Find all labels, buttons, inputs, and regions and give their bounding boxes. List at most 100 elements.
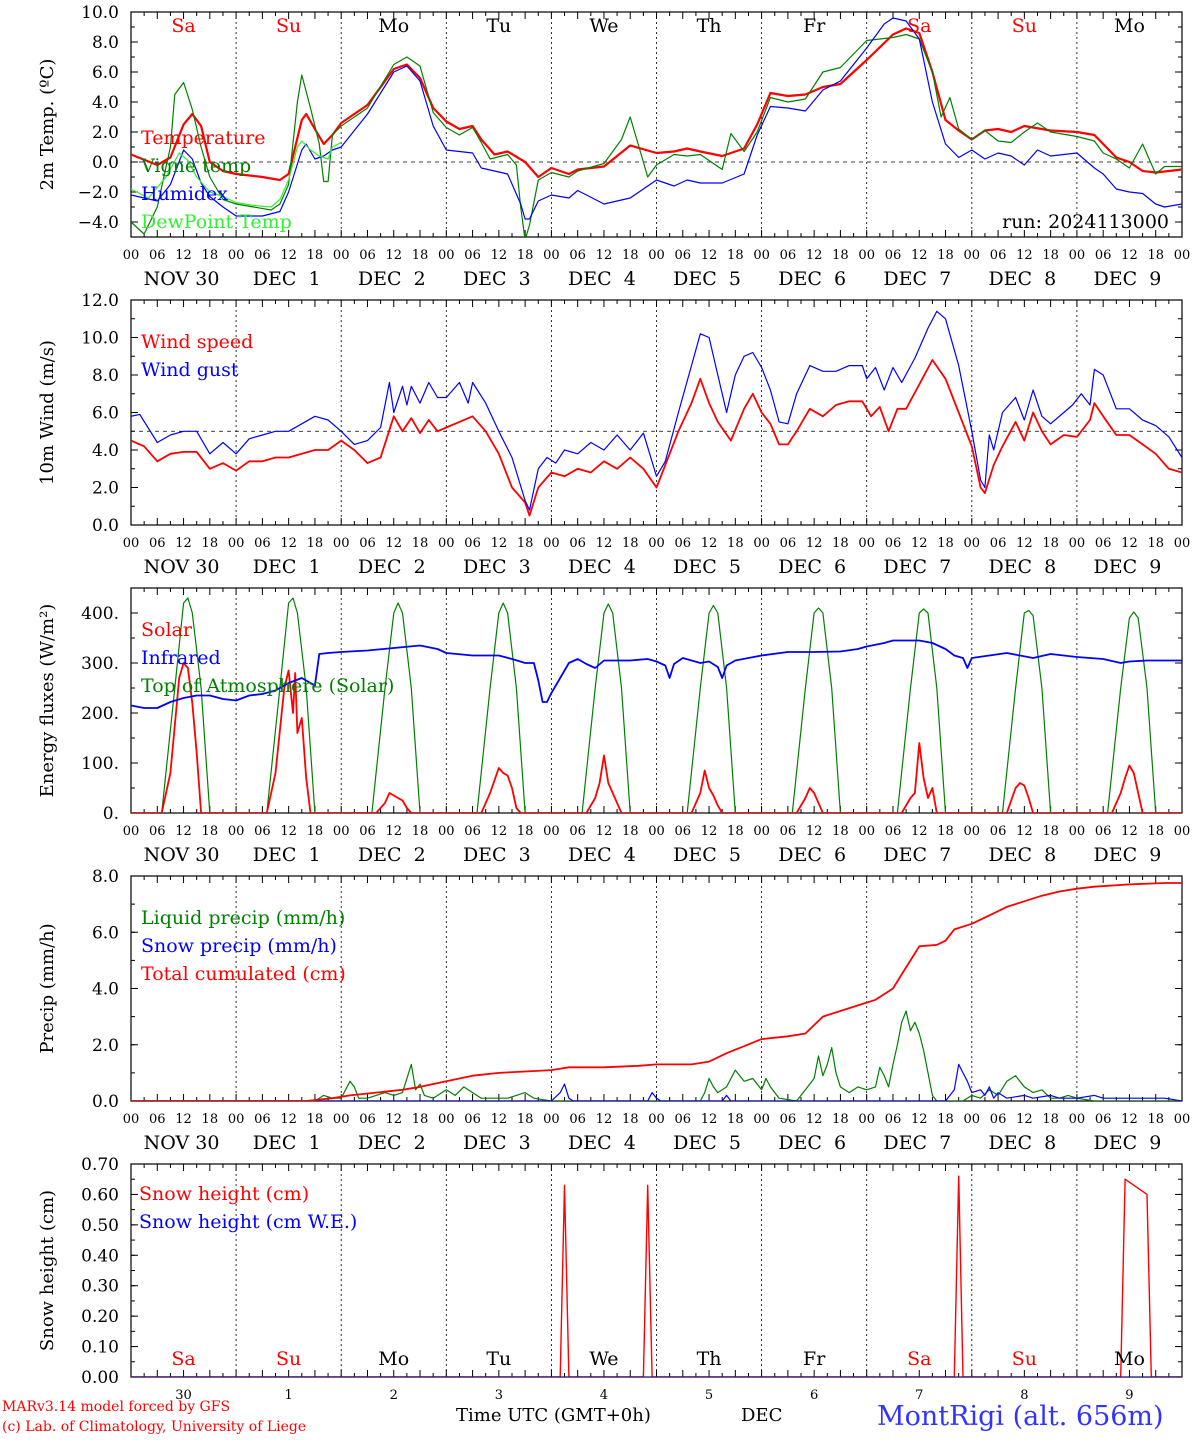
panel-4 <box>130 875 1183 1102</box>
hour-tick-label: 06 <box>464 248 481 263</box>
hour-tick-label: 00 <box>1174 248 1191 263</box>
hour-tick-label: 06 <box>464 536 481 551</box>
hour-tick-label: 12 <box>596 248 613 263</box>
run-label: run: 2024113000 <box>1002 211 1169 233</box>
series-line-snow-height-cm- <box>131 1175 1182 1377</box>
date-label: DEC 2 <box>358 268 426 290</box>
hour-tick-label: 06 <box>675 536 692 551</box>
hour-tick-label: 18 <box>622 824 639 839</box>
day-name: Sa <box>171 1348 195 1370</box>
hour-tick-label: 06 <box>885 1112 902 1127</box>
panel-5 <box>130 1163 1183 1378</box>
date-label: DEC 2 <box>358 844 426 866</box>
hour-tick-label: 00 <box>1069 248 1086 263</box>
day-name: Tu <box>486 1348 511 1370</box>
hour-tick-label: 00 <box>858 1112 875 1127</box>
y-tick-label: 8.0 <box>92 867 119 887</box>
hour-tick-label: 06 <box>569 248 586 263</box>
hour-tick-label: 06 <box>885 536 902 551</box>
day-name: Sa <box>171 15 195 37</box>
series-line-total-cumulated-cm- <box>131 882 1182 1101</box>
hour-tick-label: 00 <box>228 536 245 551</box>
hour-tick-label: 12 <box>911 1112 928 1127</box>
hour-tick-label: 00 <box>753 824 770 839</box>
hour-tick-label: 00 <box>858 248 875 263</box>
hour-tick-label: 18 <box>307 248 324 263</box>
hour-tick-label: 18 <box>832 824 849 839</box>
y-tick-label: 0.30 <box>81 1277 119 1297</box>
hour-tick-label: 06 <box>990 824 1007 839</box>
date-label: DEC 3 <box>463 844 531 866</box>
hour-tick-label: 12 <box>1016 536 1033 551</box>
y-tick-label: 8.0 <box>92 33 119 53</box>
hour-tick-label: 18 <box>307 1112 324 1127</box>
day-name: Mo <box>378 1348 409 1370</box>
hour-tick-label: 12 <box>175 248 192 263</box>
hour-tick-label: 06 <box>990 248 1007 263</box>
hour-tick-label: 00 <box>964 824 981 839</box>
hour-tick-label: 06 <box>359 536 376 551</box>
hour-tick-label: 18 <box>517 248 534 263</box>
panel-1 <box>130 11 1183 238</box>
date-label: NOV 30 <box>144 844 220 866</box>
hour-tick-label: 18 <box>832 248 849 263</box>
date-label: DEC 6 <box>778 556 846 578</box>
y-tick-label: 200. <box>81 704 119 724</box>
y-tick-label: 0.50 <box>81 1216 119 1236</box>
y-tick-label: 400. <box>81 604 119 624</box>
hour-tick-label: 06 <box>149 248 166 263</box>
hour-tick-label: 06 <box>1095 1112 1112 1127</box>
hour-tick-label: 00 <box>858 824 875 839</box>
hour-tick-label: 18 <box>307 536 324 551</box>
hour-tick-label: 12 <box>596 1112 613 1127</box>
date-label: DEC 7 <box>883 844 951 866</box>
y-tick-label: 6.0 <box>92 923 119 943</box>
hour-tick-label: 12 <box>911 536 928 551</box>
y-tick-label: −4.0 <box>78 213 119 233</box>
series-line-snow-precip-mm-h- <box>131 1063 1182 1101</box>
hour-tick-label: 06 <box>359 1112 376 1127</box>
y-tick-label: 0.0 <box>92 1092 119 1112</box>
hour-tick-label: 00 <box>438 824 455 839</box>
hour-tick-label: 00 <box>123 1112 140 1127</box>
day-number-label: 3 <box>495 1388 503 1403</box>
hour-tick-label: 00 <box>1174 536 1191 551</box>
hour-tick-label: 06 <box>464 824 481 839</box>
y-tick-label: 0.60 <box>81 1185 119 1205</box>
hour-tick-label: 18 <box>937 1112 954 1127</box>
hour-tick-label: 12 <box>385 824 402 839</box>
hour-tick-label: 18 <box>1147 824 1164 839</box>
hour-tick-label: 18 <box>1147 1112 1164 1127</box>
hour-tick-label: 00 <box>648 824 665 839</box>
legend-entry: Snow precip (mm/h) <box>141 935 337 957</box>
date-label: DEC 4 <box>568 556 636 578</box>
hour-tick-label: 00 <box>1174 824 1191 839</box>
hour-tick-label: 00 <box>1069 824 1086 839</box>
legend-entry: Snow height (cm) <box>139 1183 309 1205</box>
date-label: DEC 5 <box>673 556 741 578</box>
date-label: DEC 5 <box>673 1132 741 1154</box>
date-label: NOV 30 <box>144 268 220 290</box>
hour-tick-label: 12 <box>491 248 508 263</box>
hour-tick-label: 18 <box>727 1112 744 1127</box>
hour-tick-label: 06 <box>675 1112 692 1127</box>
hour-tick-label: 12 <box>1016 824 1033 839</box>
hour-tick-label: 12 <box>1121 536 1138 551</box>
hour-tick-label: 12 <box>280 248 297 263</box>
y-tick-label: −2.0 <box>78 183 119 203</box>
date-label: DEC 5 <box>673 844 741 866</box>
date-label: DEC 9 <box>1094 844 1162 866</box>
hour-tick-label: 18 <box>202 824 219 839</box>
hour-tick-label: 18 <box>307 824 324 839</box>
hour-tick-label: 00 <box>438 248 455 263</box>
hour-tick-label: 00 <box>123 824 140 839</box>
panel-2 <box>130 299 1183 526</box>
hour-tick-label: 18 <box>517 1112 534 1127</box>
y-tick-label: 4.0 <box>92 441 119 461</box>
hour-tick-label: 00 <box>228 824 245 839</box>
hour-tick-label: 12 <box>1016 248 1033 263</box>
station-title: MontRigi (alt. 656m) <box>877 1401 1164 1432</box>
legend-entry: Vigne temp <box>140 155 251 177</box>
hour-tick-label: 06 <box>359 824 376 839</box>
